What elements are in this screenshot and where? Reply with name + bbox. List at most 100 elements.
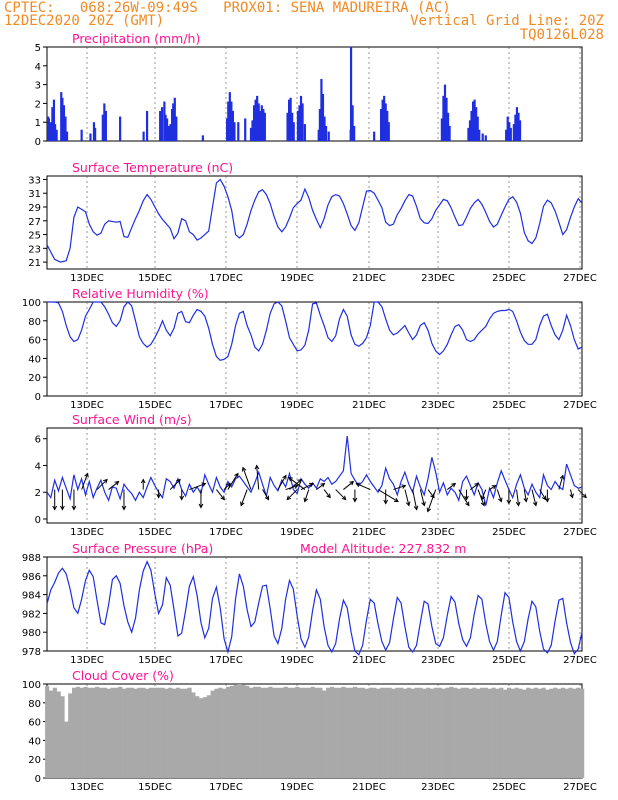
wind-arrow-head — [491, 484, 497, 490]
header-vertical-grid-line: Vertical Grid Line: 20Z — [410, 13, 604, 29]
wind-arrow-head — [401, 484, 407, 489]
wind-arrow — [286, 489, 298, 500]
cloud-bar — [264, 687, 269, 778]
precip-bar — [233, 122, 236, 141]
cloud-bar — [60, 696, 65, 778]
x-tick-label: 15DEC — [138, 400, 172, 411]
wind-arrow — [404, 489, 410, 506]
wind-arrow — [419, 489, 425, 506]
precip-bar — [387, 122, 390, 141]
cloud-bar — [464, 687, 469, 778]
cloud-bar — [137, 687, 142, 778]
cloud-bar — [472, 687, 477, 778]
y-tick-label: 80 — [28, 699, 41, 710]
x-tick-label: 23DEC — [421, 527, 455, 538]
y-tick-label: 80 — [28, 317, 41, 328]
cloud-bar — [541, 687, 546, 778]
cloud-bar — [495, 688, 500, 778]
precip-bar — [103, 103, 106, 141]
cloud-bar — [210, 690, 215, 778]
x-tick-label: 19DEC — [280, 527, 314, 538]
wind-arrow-head — [309, 482, 314, 488]
precip-bar — [386, 110, 389, 141]
cloud-bar — [314, 687, 319, 778]
precip-bar — [64, 116, 67, 141]
wind-arrow-head — [176, 478, 181, 484]
cloud-bar — [222, 688, 227, 778]
precip-bar — [381, 99, 384, 141]
precip-bar — [201, 135, 204, 141]
precip-bar — [291, 112, 294, 141]
precip-bar — [55, 129, 58, 141]
wind-arrow — [262, 489, 269, 500]
precip-bar — [518, 120, 522, 141]
x-tick-label: 17DEC — [209, 400, 243, 411]
y-tick-label: 60 — [28, 336, 41, 347]
x-tick-label: 13DEC — [70, 400, 104, 411]
wind-arrow-head — [515, 501, 521, 507]
y-tick-label: 0 — [35, 774, 41, 785]
precip-bar — [505, 129, 508, 141]
wind-arrow-head — [103, 478, 108, 484]
precip-bar — [301, 103, 304, 141]
x-tick-label: 27DEC — [563, 400, 597, 411]
cloud-bar — [352, 686, 358, 778]
x-tick-label: 27DEC — [563, 655, 597, 666]
cloud-bar — [522, 689, 527, 778]
wind-arrow — [169, 479, 181, 490]
wind-arrow-head — [541, 495, 547, 501]
cloud-bar — [148, 687, 154, 778]
cloud-bar — [449, 686, 454, 778]
wind-arrow-head — [254, 464, 260, 470]
precip-bar — [101, 114, 104, 141]
cloud-bar — [533, 687, 539, 778]
cloud-bar — [272, 687, 277, 778]
cloud-bar — [576, 687, 581, 778]
wind-arrow — [189, 483, 206, 491]
cloud-bar — [122, 688, 127, 778]
wind-arrow — [412, 489, 418, 510]
precip-bar — [60, 92, 63, 141]
cloud-bar — [91, 687, 96, 778]
cloud-bar — [95, 686, 100, 778]
y-tick-label: 0 — [35, 515, 41, 526]
cloud-bar — [399, 687, 404, 778]
y-tick-label: 982 — [22, 609, 41, 620]
cloud-bar — [556, 688, 562, 778]
cloud-bar — [453, 687, 458, 778]
precip-bar — [373, 131, 376, 141]
wind-arrow — [316, 483, 325, 490]
precip-bar — [49, 122, 52, 141]
wind-arrow-head — [421, 501, 426, 507]
wind-arrow — [523, 489, 527, 502]
cloud-bar — [499, 687, 504, 778]
wind-arrow-head — [426, 507, 432, 513]
cloud-bar — [364, 688, 369, 778]
x-tick-label: 17DEC — [209, 273, 243, 284]
cloud-bar — [433, 687, 438, 778]
wind-arrow — [335, 489, 347, 500]
wind-arrow-head — [156, 493, 161, 499]
cloud-bar — [64, 721, 69, 778]
precip-bar — [170, 109, 174, 141]
precip-bar — [517, 112, 520, 141]
y-tick-label: 29 — [28, 203, 41, 214]
y-tick-label: 100 — [22, 680, 41, 691]
precip-bar — [104, 110, 107, 141]
panel-frame — [46, 301, 583, 397]
cloud-bar — [87, 687, 92, 778]
cloud-bar — [252, 686, 258, 778]
y-tick-label: 25 — [28, 231, 41, 242]
x-tick-label: 13DEC — [70, 527, 104, 538]
wind-arrow-head — [523, 497, 529, 503]
precip-bar — [173, 97, 176, 141]
wind-arrow — [446, 483, 456, 490]
x-tick-label: 21DEC — [352, 273, 386, 284]
x-tick-label: 13DEC — [70, 782, 104, 793]
cloud-bar — [376, 688, 381, 778]
wind-arrow — [343, 481, 354, 490]
y-tick-label: 2 — [35, 488, 41, 499]
cloud-bar — [187, 687, 192, 778]
precip-bar — [231, 110, 235, 141]
wind-arrow-head — [474, 482, 480, 488]
